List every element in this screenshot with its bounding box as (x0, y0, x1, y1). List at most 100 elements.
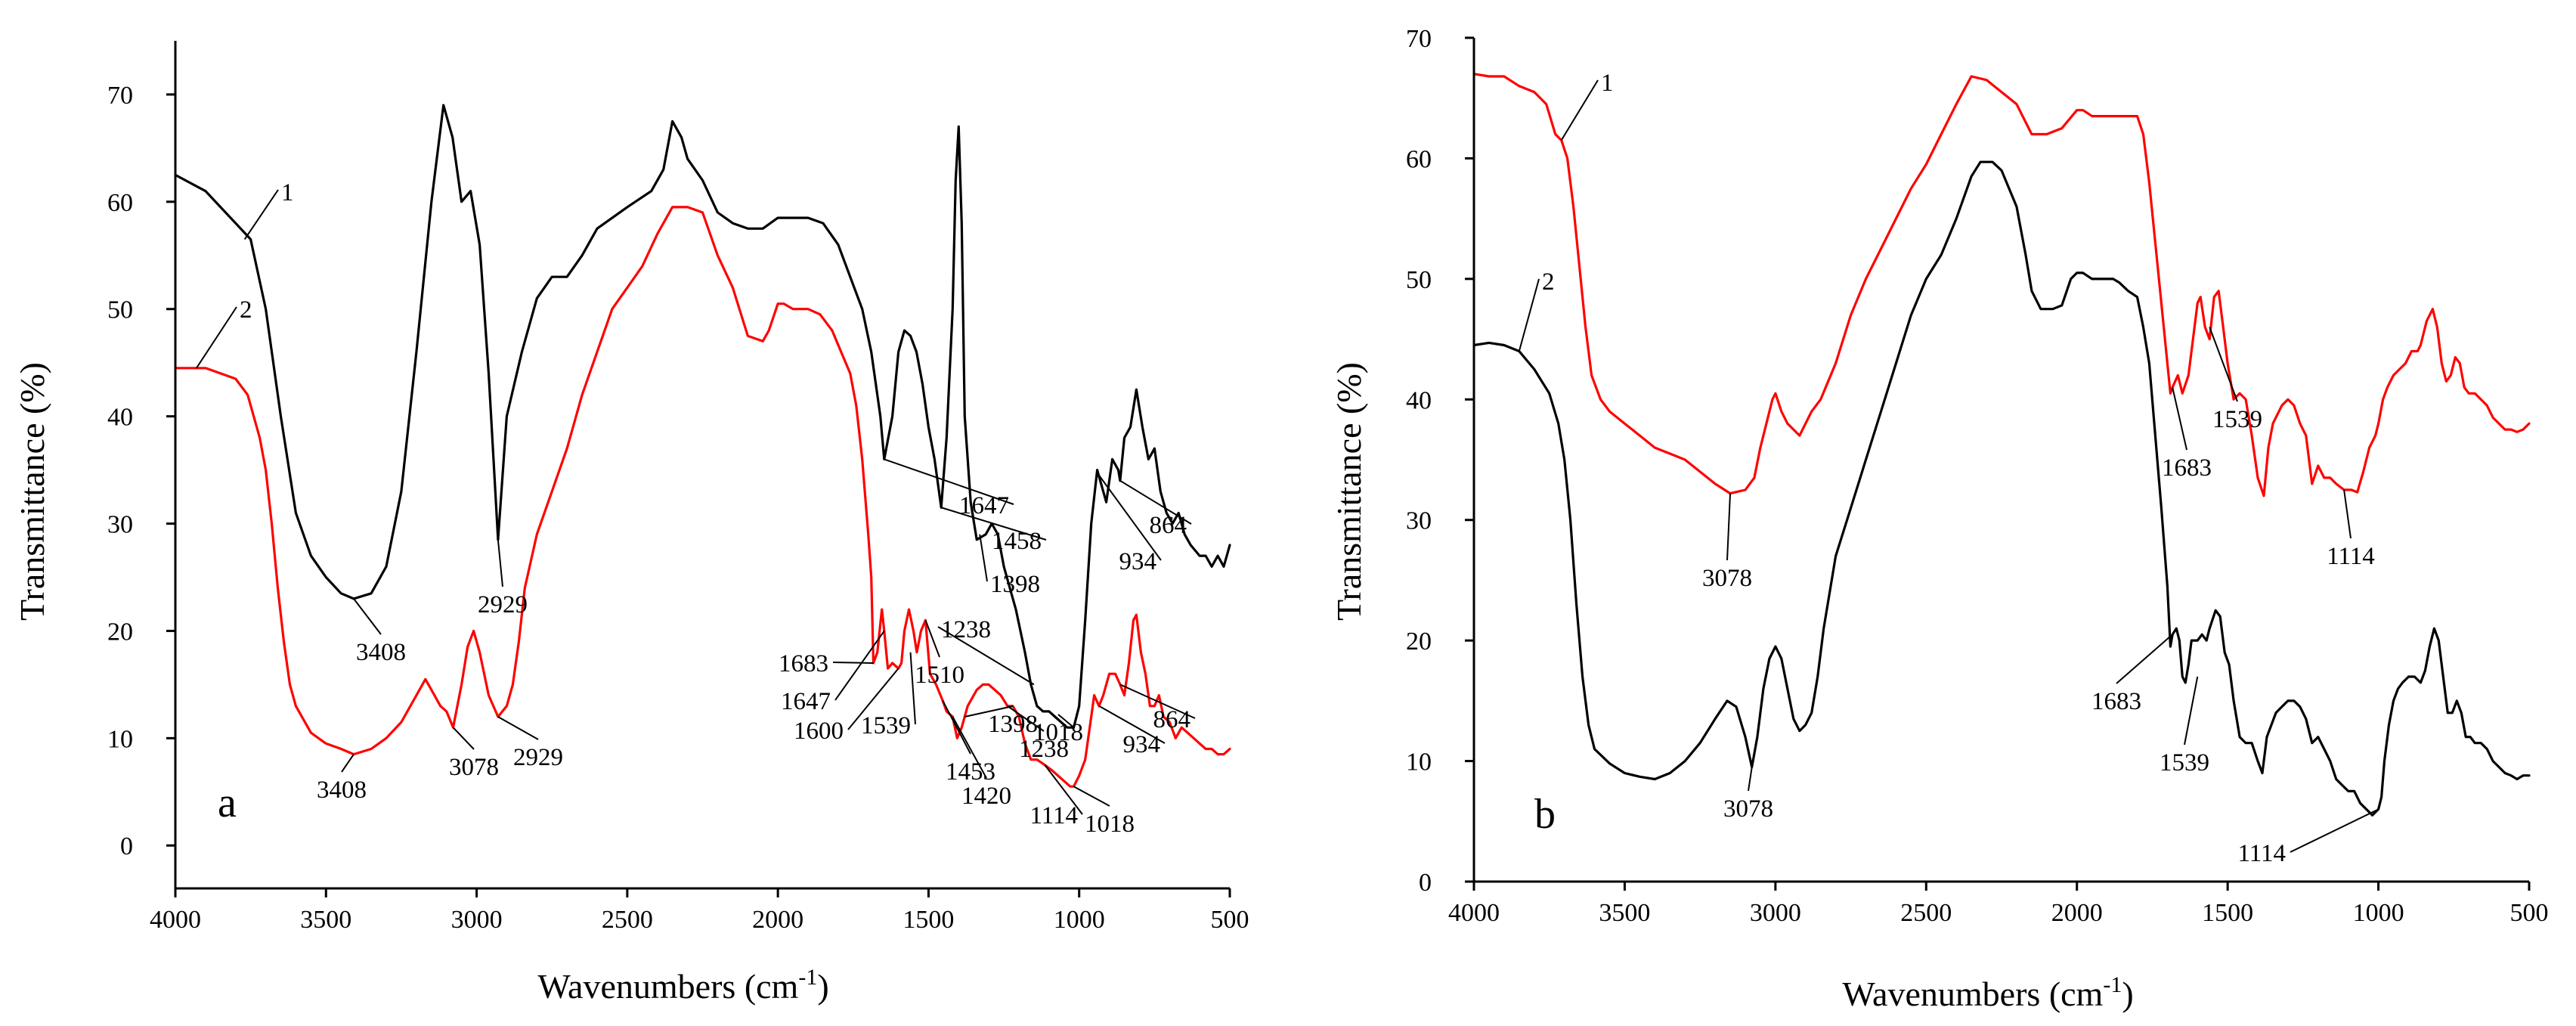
panel-a-y-tick-label: 10 (107, 725, 133, 753)
panel-a-annotation-leader (1119, 479, 1192, 525)
panel-a-annotation-leader (940, 507, 1047, 541)
panel-a-series-1-line (174, 104, 1231, 729)
panel-b-annotation-label: 1114 (2237, 840, 2286, 867)
panel-b-x-tick-label: 500 (2510, 899, 2549, 927)
panel-a-axes: 4000 3500 3000 2500 2000 1500 1000 500 0 10 20 30 40… (107, 41, 1249, 934)
panel-b-annotation-label: 1539 (2212, 406, 2262, 433)
panel-b-x-tick-label: 3500 (1599, 899, 1650, 927)
panel-a-annotation-label: 1114 (1029, 802, 1078, 829)
panel-a-annotation-label: 934 (1119, 548, 1157, 575)
panel-a-annotation-leader (942, 700, 971, 755)
panel-a-annotation-label: 1238 (941, 616, 991, 643)
panel-b-y-tick-label: 10 (1406, 749, 1432, 776)
panel-b-series-1-line (1472, 73, 2531, 498)
panel-a-annotation-label: 1018 (1033, 719, 1083, 746)
panel-b-axes: 4000 3500 3000 2500 2000 1500 1000 500 0 10 20 30 40… (1406, 25, 2549, 927)
panel-a-x-tick-label: 4000 (150, 906, 201, 934)
panel-b-annotation-leader (2290, 808, 2379, 853)
panel-b-xlabel-main: Wavenumbers (cm (1842, 975, 2103, 1013)
panel-a-annotation-leader (937, 626, 1035, 686)
panel-a-annotation-leader (924, 619, 940, 658)
panel-a-annotation-leader (497, 716, 539, 740)
panel-a-annotation-label: 1647 (781, 688, 831, 715)
panel-b-x-tick-label: 2500 (1900, 899, 1952, 927)
panel-a-x-tick-label: 500 (1211, 906, 1249, 934)
panel-a-annotation-label: 2929 (513, 744, 563, 771)
panel-a-y-tick-label: 70 (107, 82, 133, 110)
panel-a-annotations: 1234082929164714581398123886493410183408… (240, 179, 1190, 838)
panel-b-annotation-leader (1726, 493, 1732, 561)
panel-b-annotation-leader (1748, 767, 1753, 792)
panel-a-xlabel: Wavenumbers (cm-1) (537, 965, 828, 1006)
panel-b-annotation-label: 1683 (2162, 454, 2212, 482)
panel-a-annotation-label: 1600 (794, 718, 844, 745)
panel-a-annotation-label: 1238 (1019, 736, 1069, 763)
panel-b-x-tick-label: 3000 (1750, 899, 1801, 927)
panel-b-y-tick-label: 30 (1406, 507, 1432, 535)
panel-a-annotation-leader (1057, 714, 1075, 728)
panel-a-annotation-label: 1458 (992, 528, 1042, 555)
panel-b-y-tick-label: 70 (1406, 25, 1432, 53)
panel-b-xlabel-end: ) (2122, 975, 2133, 1013)
panel-b-annotation-label: 3078 (1723, 795, 1773, 823)
panel-a-xlabel-sup: -1 (798, 965, 817, 990)
panel-a-annotation-leader (832, 662, 874, 665)
panel-a-annotation-leader (884, 458, 1014, 505)
panel-a-annotation-leader (1098, 705, 1166, 744)
panel-b-annotation-label: 1114 (2327, 543, 2375, 570)
panel-a-annotation-label: 2 (240, 296, 252, 324)
panel-a-annotation-label: 1453 (946, 758, 995, 786)
panel-b-y-tick-label: 60 (1406, 145, 1432, 173)
panel-b-annotation-leader (1518, 278, 1540, 352)
panel-a-annotation-leader (952, 716, 987, 779)
panel-b-annotation-label: 2 (1542, 268, 1555, 296)
panel-a-letter: a (218, 780, 237, 826)
panel-a-y-tick-label: 30 (107, 511, 133, 539)
panel-a-xlabel-main: Wavenumbers (cm (537, 967, 798, 1006)
panel-a-annotation-label: 3078 (449, 754, 499, 781)
panel-b-chart: 4000 3500 3000 2500 2000 1500 1000 500 0 10 20 30 40… (1330, 25, 2549, 1013)
panel-a-annotation-label: 2929 (478, 591, 528, 618)
panel-a-series-2-line (174, 206, 1231, 788)
panel-b-annotation-leader (2184, 676, 2199, 745)
panel-a-annotation-leader (353, 598, 382, 635)
panel-a-annotation-leader (341, 754, 355, 773)
panel-b-x-tick-label: 2000 (2051, 899, 2103, 927)
panel-b-annotation-label: 1 (1601, 70, 1614, 97)
panel-a-annotation-label: 864 (1150, 512, 1187, 539)
panel-a-y-tick-label: 50 (107, 296, 133, 324)
panel-a-annotation-leader (847, 668, 899, 730)
panel-b-letter: b (1534, 791, 1556, 838)
panel-a-annotation-leader (1044, 764, 1083, 815)
panel-b-x-tick-label: 1000 (2353, 899, 2404, 927)
panel-a-y-tick-label: 20 (107, 618, 133, 646)
panel-a-series-group (174, 104, 1231, 788)
panel-a-annotation-label: 1539 (861, 712, 911, 739)
panel-a-y-tick-label: 0 (120, 832, 133, 860)
panel-a-annotation-leader (452, 727, 475, 750)
panel-a-annotation-leader (979, 534, 988, 582)
panel-a-y-tick-label: 60 (107, 189, 133, 217)
panel-a-annotation-leader (196, 306, 237, 369)
panel-a-annotation-label: 3408 (356, 639, 406, 666)
panel-b-annotation-leader (2116, 634, 2173, 684)
panel-a-annotation-label: 1 (281, 179, 294, 206)
panel-a-xlabel-end: ) (817, 967, 828, 1006)
panel-a-annotation-leader (964, 705, 1014, 718)
panel-a-annotation-label: 1510 (915, 662, 964, 689)
panel-a-annotation-leader (909, 652, 916, 725)
panel-a-x-tick-label: 1000 (1054, 906, 1105, 934)
panel-a-annotation-leader (834, 630, 885, 701)
panel-b-xlabel-sup: -1 (2103, 972, 2122, 997)
panel-b-annotation-label: 1683 (2091, 688, 2141, 715)
panel-b-y-tick-label: 40 (1406, 386, 1432, 414)
panel-a-annotation-label: 1398 (988, 711, 1038, 738)
panel-b-y-tick-label: 20 (1406, 628, 1432, 656)
panel-b-annotation-label: 1539 (2160, 749, 2209, 776)
panel-a-annotation-leader (1007, 705, 1045, 732)
panel-a-x-tick-label: 2500 (602, 906, 653, 934)
panel-a-annotation-leader (1098, 475, 1162, 561)
panel-a-annotation-label: 1398 (990, 571, 1040, 598)
